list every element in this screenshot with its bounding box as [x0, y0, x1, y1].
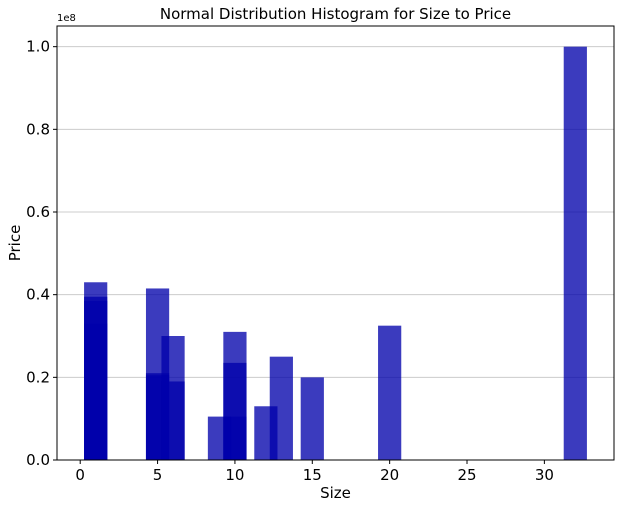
y-tick-label-2: 0.4 — [26, 286, 50, 304]
bar-17 — [563, 46, 587, 461]
plot-frame — [56, 25, 615, 461]
x-tick-label-4: 20 — [380, 466, 399, 484]
bar-15 — [300, 377, 324, 460]
x-axis-label: Size — [320, 484, 351, 502]
bar-8 — [161, 381, 185, 460]
x-tick-label-6: 30 — [535, 466, 554, 484]
x-tick-label-0: 0 — [75, 466, 85, 484]
y-tick-label-4: 0.8 — [26, 120, 50, 138]
y-axis-label: Price — [6, 225, 24, 262]
x-tick-label-5: 25 — [457, 466, 476, 484]
axis-ticks: 0 5 10 15 20 25 30 0.0 0.2 0.4 0.6 0.8 1.0 — [26, 38, 554, 484]
bar-3 — [84, 323, 108, 460]
bar-14 — [269, 356, 293, 460]
chart-title: Normal Distribution Histogram for Size t… — [160, 5, 511, 23]
x-tick-label-1: 5 — [153, 466, 163, 484]
y-offset-label: 1e8 — [57, 13, 76, 24]
bar-12 — [223, 416, 247, 460]
y-tick-label-5: 1.0 — [26, 38, 50, 56]
bar-16 — [378, 325, 402, 460]
y-tick-label-0: 0.0 — [26, 451, 50, 469]
x-tick-label-2: 10 — [225, 466, 244, 484]
y-tick-label-1: 0.2 — [26, 368, 50, 386]
y-tick-label-3: 0.6 — [26, 203, 50, 221]
grid-lines — [57, 46, 614, 378]
x-tick-label-3: 15 — [303, 466, 322, 484]
bars — [84, 46, 587, 461]
